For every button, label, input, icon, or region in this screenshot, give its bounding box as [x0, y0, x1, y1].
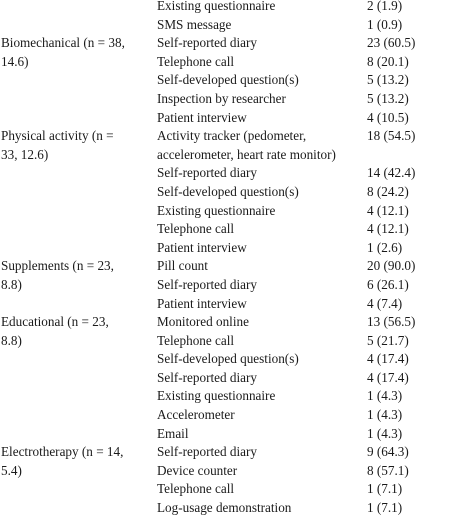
- value-cell: 13 (56.5): [367, 314, 416, 330]
- table-row: Patient interview 4 (10.5): [0, 109, 474, 128]
- value-cell: 1 (7.1): [367, 481, 403, 497]
- value-cell: 14 (42.4): [367, 165, 416, 181]
- category-cell: Supplements (n = 23,: [1, 258, 114, 274]
- value-cell: 5 (13.2): [367, 72, 409, 88]
- table-row: Telephone call 4 (12.1): [0, 220, 474, 239]
- value-cell: 1 (0.9): [367, 16, 403, 32]
- method-cell: Existing questionnaire: [157, 388, 276, 404]
- method-cell: Self-developed question(s): [157, 72, 299, 88]
- method-cell: Log-usage demonstration: [157, 500, 292, 516]
- table-row: Existing questionnaire 1 (4.3): [0, 387, 474, 406]
- table-row: Electrotherapy (n = 14, Self-reported dia…: [0, 443, 474, 462]
- value-cell: 6 (26.1): [367, 276, 409, 292]
- method-cell: Patient interview: [157, 239, 247, 255]
- method-cell: Monitored online: [157, 314, 249, 330]
- method-cell: SMS message: [157, 16, 232, 32]
- value-cell: 1 (7.1): [367, 500, 403, 516]
- method-cell: Patient interview: [157, 109, 247, 125]
- table-row: Biomechanical (n = 38, Self-reported diar…: [0, 34, 474, 53]
- method-cell: Self-reported diary: [157, 35, 257, 51]
- value-cell: 2 (1.9): [367, 0, 403, 13]
- category-cell: 33, 12.6): [1, 146, 49, 162]
- value-cell: 9 (64.3): [367, 444, 409, 460]
- method-cell: accelerometer, heart rate monitor): [157, 146, 336, 162]
- table-row: Log-usage demonstration 1 (7.1): [0, 499, 474, 518]
- value-cell: 1 (2.6): [367, 239, 403, 255]
- value-cell: 8 (20.1): [367, 53, 409, 69]
- table-row: 14.6) Telephone call 8 (20.1): [0, 53, 474, 72]
- method-cell: Self-reported diary: [157, 369, 257, 385]
- table-row: Email 1 (4.3): [0, 425, 474, 444]
- method-cell: Device counter: [157, 462, 238, 478]
- method-cell: Email: [157, 425, 189, 441]
- table-row: Telephone call 1 (7.1): [0, 480, 474, 499]
- value-cell: 4 (10.5): [367, 109, 409, 125]
- method-cell: Activity tracker (pedometer,: [157, 128, 307, 144]
- method-cell: Self-reported diary: [157, 444, 257, 460]
- table-row: Educational (n = 23, Monitored online 13 (…: [0, 313, 474, 332]
- value-cell: 8 (57.1): [367, 462, 409, 478]
- table-row: 8.8) Telephone call 5 (21.7): [0, 332, 474, 351]
- table-row: Existing questionnaire 2 (1.9): [0, 0, 474, 16]
- category-cell: 8.8): [1, 276, 22, 292]
- value-cell: 4 (17.4): [367, 369, 409, 385]
- table-row: Supplements (n = 23, Pill count 20 (90.0): [0, 257, 474, 276]
- category-cell: Electrotherapy (n = 14,: [1, 444, 124, 460]
- method-cell: Telephone call: [157, 53, 235, 69]
- method-cell: Inspection by researcher: [157, 90, 286, 106]
- value-cell: 20 (90.0): [367, 258, 416, 274]
- table-row: Self-developed question(s) 5 (13.2): [0, 71, 474, 90]
- method-cell: Self-reported diary: [157, 165, 257, 181]
- table-row: Accelerometer 1 (4.3): [0, 406, 474, 425]
- category-cell: Educational (n = 23,: [1, 314, 109, 330]
- table-row: Self-reported diary 4 (17.4): [0, 369, 474, 388]
- category-cell: Physical activity (n =: [1, 128, 114, 144]
- table-row: 5.4) Device counter 8 (57.1): [0, 462, 474, 481]
- value-cell: 18 (54.5): [367, 128, 416, 144]
- table-row: Physical activity (n = Activity tracker (…: [0, 127, 474, 146]
- value-cell: 5 (13.2): [367, 90, 409, 106]
- method-cell: Pill count: [157, 258, 208, 274]
- value-cell: 4 (17.4): [367, 351, 409, 367]
- table-row: 33, 12.6) accelerometer, heart rate monit…: [0, 146, 474, 165]
- method-cell: Telephone call: [157, 481, 235, 497]
- method-cell: Existing questionnaire: [157, 0, 276, 13]
- value-cell: 5 (21.7): [367, 332, 409, 348]
- table-row: Self-reported diary 14 (42.4): [0, 164, 474, 183]
- method-cell: Self-reported diary: [157, 276, 257, 292]
- value-cell: 1 (4.3): [367, 425, 403, 441]
- table-row: Self-developed question(s) 8 (24.2): [0, 183, 474, 202]
- value-cell: 4 (12.1): [367, 221, 409, 237]
- category-cell: 14.6): [1, 53, 29, 69]
- value-cell: 1 (4.3): [367, 388, 403, 404]
- table-row: SMS message 1 (0.9): [0, 16, 474, 35]
- method-cell: Telephone call: [157, 332, 235, 348]
- method-cell: Accelerometer: [157, 407, 235, 423]
- table-row: 8.8) Self-reported diary 6 (26.1): [0, 276, 474, 295]
- value-cell: 1 (4.3): [367, 407, 403, 423]
- value-cell: 23 (60.5): [367, 35, 416, 51]
- value-cell: 4 (12.1): [367, 202, 409, 218]
- category-cell: 8.8): [1, 332, 22, 348]
- method-cell: Self-developed question(s): [157, 183, 299, 199]
- category-cell: Biomechanical (n = 38,: [1, 35, 125, 51]
- value-cell: 8 (24.2): [367, 183, 409, 199]
- table-row: Inspection by researcher 5 (13.2): [0, 90, 474, 109]
- table-row: Patient interview 1 (2.6): [0, 239, 474, 258]
- table-row: Patient interview 4 (7.4): [0, 295, 474, 314]
- method-cell: Patient interview: [157, 295, 247, 311]
- value-cell: 4 (7.4): [367, 295, 403, 311]
- method-cell: Existing questionnaire: [157, 202, 276, 218]
- category-cell: 5.4): [1, 462, 22, 478]
- method-cell: Telephone call: [157, 221, 235, 237]
- method-cell: Self-developed question(s): [157, 351, 299, 367]
- table-row: Self-developed question(s) 4 (17.4): [0, 350, 474, 369]
- table-row: Existing questionnaire 4 (12.1): [0, 202, 474, 221]
